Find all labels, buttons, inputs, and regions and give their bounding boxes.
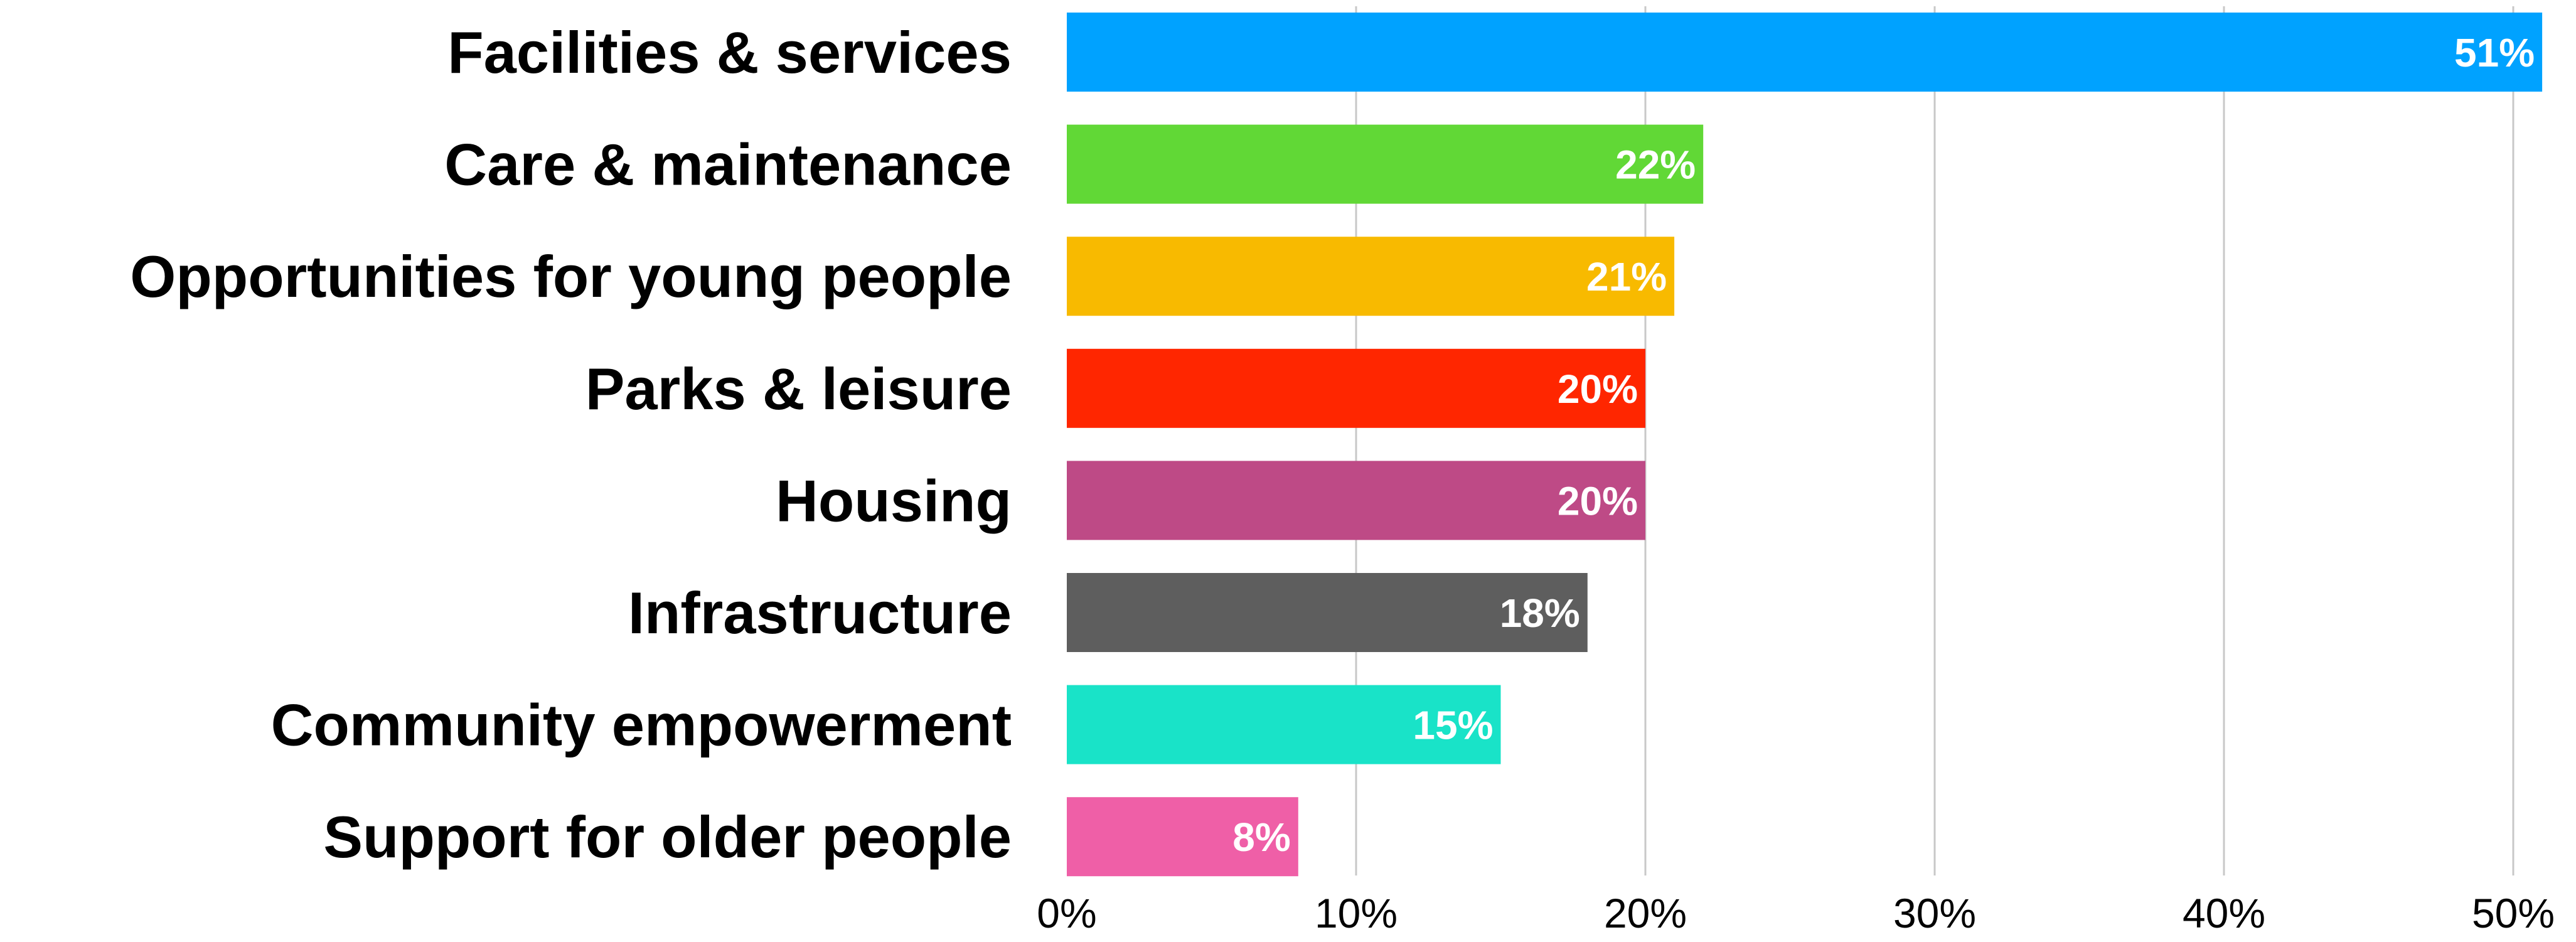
x-axis-tick-labels: 0% 10% 20% 30% 40% 50% bbox=[1037, 890, 2555, 936]
bar bbox=[1067, 124, 1704, 204]
bar-value-label: 8% bbox=[1232, 815, 1291, 860]
bar-value-label: 21% bbox=[1586, 254, 1667, 299]
x-tick-label: 30% bbox=[1893, 890, 1976, 936]
category-label: Support for older people bbox=[323, 804, 1012, 870]
category-label: Parks & leisure bbox=[585, 356, 1012, 422]
category-label: Infrastructure bbox=[628, 580, 1012, 646]
bar bbox=[1067, 573, 1588, 652]
bar bbox=[1067, 685, 1501, 764]
bar bbox=[1067, 461, 1645, 540]
x-tick-label: 50% bbox=[2472, 890, 2555, 936]
x-tick-label: 20% bbox=[1604, 890, 1687, 936]
bar-value-label: 20% bbox=[1558, 478, 1638, 523]
x-tick-label: 40% bbox=[2183, 890, 2265, 936]
category-label: Facilities & services bbox=[447, 19, 1012, 85]
category-label: Opportunities for young people bbox=[130, 244, 1012, 309]
x-tick-label: 0% bbox=[1037, 890, 1096, 936]
category-label: Community empowerment bbox=[271, 692, 1012, 758]
category-labels: Facilities & services Care & maintenance O… bbox=[130, 19, 1012, 870]
bar-value-label: 22% bbox=[1615, 142, 1696, 188]
bar-value-label: 20% bbox=[1558, 367, 1638, 412]
x-tick-label: 10% bbox=[1315, 890, 1398, 936]
category-label: Care & maintenance bbox=[444, 132, 1012, 198]
bar-value-label: 51% bbox=[2454, 30, 2535, 75]
bar bbox=[1067, 797, 1298, 877]
bar bbox=[1067, 348, 1645, 428]
bar bbox=[1067, 13, 2543, 92]
category-label: Housing bbox=[776, 468, 1012, 533]
bar bbox=[1067, 237, 1675, 316]
bar-value-label: 18% bbox=[1500, 591, 1580, 636]
bars: 51% 22% 21% 20% 20% 18% 15% 8% bbox=[1067, 13, 2543, 877]
bar-value-label: 15% bbox=[1413, 703, 1493, 748]
